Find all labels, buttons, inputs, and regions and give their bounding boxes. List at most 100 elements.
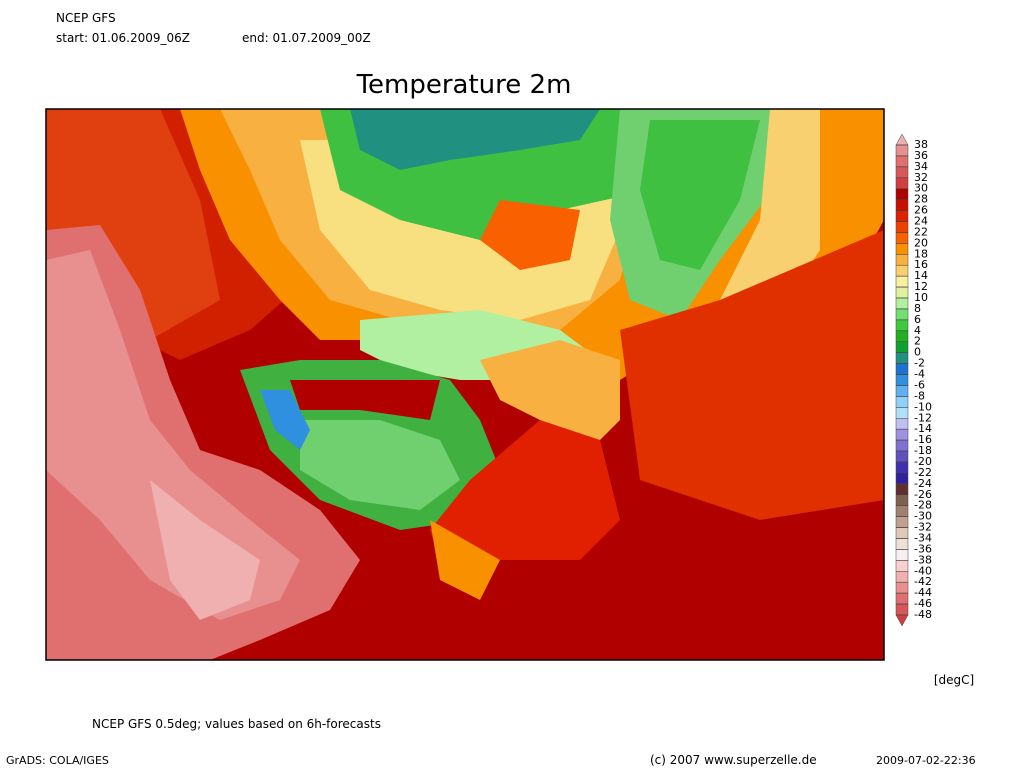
- colorbar-segment: [895, 549, 909, 561]
- colorbar-label: -24: [914, 477, 932, 490]
- colorbar-segment: [895, 188, 909, 200]
- colorbar-label: -44: [914, 586, 932, 599]
- colorbar-segment: [895, 243, 909, 255]
- colorbar-label: -2: [914, 357, 925, 370]
- colorbar-label: -46: [914, 597, 932, 610]
- colorbar-segment: [895, 286, 909, 299]
- colorbar-label: -40: [914, 564, 932, 577]
- unit-label: [degC]: [934, 673, 974, 687]
- software-credit: GrADS: COLA/IGES: [6, 754, 109, 767]
- colorbar-label: -42: [914, 575, 932, 588]
- colorbar-segment: [895, 330, 909, 342]
- colorbar-label: 12: [914, 280, 928, 293]
- colorbar-segment: [895, 494, 909, 506]
- colorbar-label: -16: [914, 433, 932, 446]
- colorbar-segment: [895, 374, 909, 386]
- colorbar-label: 4: [914, 324, 921, 337]
- colorbar-label: -10: [914, 400, 932, 413]
- colorbar-label: 10: [914, 291, 928, 304]
- colorbar-label: -18: [914, 444, 932, 457]
- colorbar-segment: [895, 571, 909, 583]
- colorbar-segment: [895, 407, 909, 419]
- colorbar-label: 34: [914, 160, 928, 173]
- colorbar-segment: [895, 505, 909, 517]
- colorbar-label: -6: [914, 378, 925, 391]
- colorbar-segment: [895, 581, 909, 594]
- colorbar-segment: [895, 297, 909, 310]
- colorbar-segment: [895, 264, 909, 277]
- colorbar-segment: [895, 538, 909, 550]
- colorbar-label: 30: [914, 182, 928, 195]
- colorbar-label: -30: [914, 510, 932, 523]
- colorbar-segment: [895, 439, 909, 452]
- colorbar-segment: [895, 232, 909, 244]
- colorbar-label: 18: [914, 247, 928, 260]
- colorbar-segment: [895, 221, 909, 233]
- colorbar-label: -48: [914, 608, 932, 621]
- colorbar-segment: [895, 516, 909, 528]
- colorbar-label: -28: [914, 499, 932, 512]
- colorbar-label: -36: [914, 542, 932, 555]
- colorbar-label: 22: [914, 225, 928, 238]
- colorbar-label: 36: [914, 149, 928, 162]
- colorbar-segment: [895, 418, 909, 430]
- colorbar-label: 24: [914, 215, 928, 228]
- map-title: Temperature 2m: [356, 70, 572, 100]
- colorbar-segment: [895, 177, 909, 189]
- colorbar-label: 38: [914, 138, 928, 151]
- map-frame: [45, 108, 885, 661]
- colorbar-segment: [895, 385, 909, 397]
- colorbar-label: -34: [914, 531, 932, 544]
- data-note: NCEP GFS 0.5deg; values based on 6h-fore…: [92, 717, 381, 731]
- colorbar-segment: [895, 483, 909, 496]
- colorbar-label: -12: [914, 411, 932, 424]
- colorbar-segment: [895, 210, 909, 222]
- colorbar-segment: [895, 319, 909, 332]
- colorbar-segment: [895, 341, 909, 353]
- colorbar-label: -38: [914, 553, 932, 566]
- colorbar-segment: [895, 199, 909, 211]
- colorbar-label: -26: [914, 488, 932, 501]
- colorbar-segment: [895, 450, 909, 463]
- start-time: start: 01.06.2009_06Z: [56, 31, 190, 45]
- colorbar-label: -22: [914, 466, 932, 479]
- colorbar-segment: [895, 155, 909, 168]
- timestamp: 2009-07-02-22:36: [876, 754, 976, 767]
- colorbar-arrow: [895, 614, 909, 627]
- colorbar-segment: [895, 603, 909, 616]
- colorbar-label: -20: [914, 455, 932, 468]
- colorbar-label: -4: [914, 368, 925, 381]
- colorbar-label: -14: [914, 422, 932, 435]
- colorbar-segment: [895, 428, 909, 441]
- colorbar-label: 20: [914, 236, 928, 249]
- colorbar-label: 8: [914, 302, 921, 315]
- colorbar-label: 26: [914, 204, 928, 217]
- colorbar-label: 16: [914, 258, 928, 271]
- colorbar-label: 32: [914, 171, 928, 184]
- colorbar-segment: [895, 461, 909, 474]
- colorbar: 38363432302826242220181614121086420-2-4-…: [895, 133, 932, 627]
- colorbar-label: 14: [914, 269, 928, 282]
- colorbar-segment: [895, 396, 909, 408]
- colorbar-segment: [895, 254, 909, 266]
- colorbar-segment: [895, 275, 909, 288]
- colorbar-segment: [895, 363, 909, 375]
- colorbar-arrow: [895, 133, 909, 146]
- colorbar-label: 28: [914, 193, 928, 206]
- colorbar-segment: [895, 144, 909, 157]
- end-time: end: 01.07.2009_00Z: [242, 31, 371, 45]
- colorbar-label: 6: [914, 313, 921, 326]
- model-name: NCEP GFS: [56, 11, 116, 25]
- colorbar-segment: [895, 472, 909, 485]
- colorbar-segment: [895, 166, 909, 179]
- copyright: (c) 2007 www.superzelle.de: [650, 753, 817, 767]
- colorbar-label: 0: [914, 346, 921, 359]
- colorbar-segment: [895, 592, 909, 605]
- colorbar-label: -8: [914, 389, 925, 402]
- colorbar-label: 2: [914, 335, 921, 348]
- colorbar-segment: [895, 308, 909, 321]
- temperature-field: [46, 109, 884, 660]
- colorbar-segment: [895, 352, 909, 364]
